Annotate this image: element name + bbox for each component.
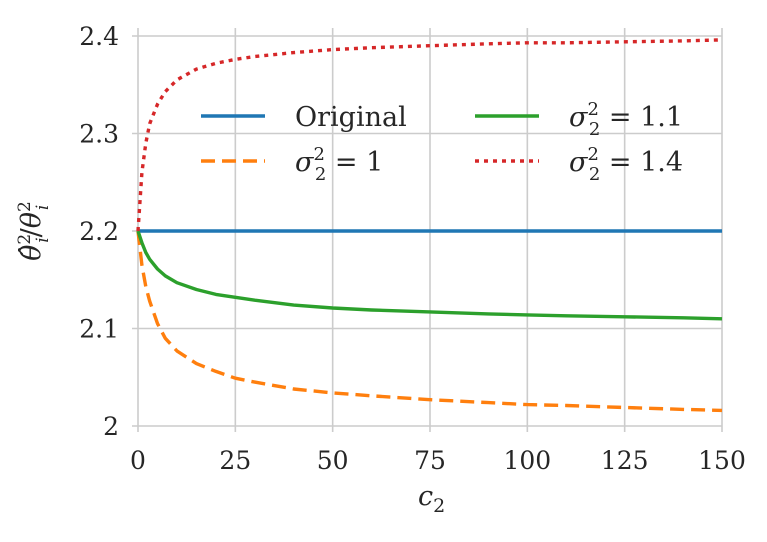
y-tick-label: 2.2: [79, 217, 119, 246]
x-tick-label: 100: [503, 446, 551, 475]
x-tick-label: 25: [219, 446, 251, 475]
x-tick-label: 150: [698, 446, 746, 475]
plot-area: [136, 38, 723, 413]
x-tick-label: 75: [414, 446, 446, 475]
series-line-3: [136, 38, 723, 232]
y-axis-label: θ̂2i/θ2i: [15, 201, 53, 261]
legend-label-3: σ2 2 = 1.4: [569, 144, 683, 185]
legend-label-2: σ2 2 = 1.1: [569, 99, 683, 140]
y-tick-label: 2.1: [79, 315, 119, 344]
x-tick-label: 0: [130, 446, 146, 475]
y-tick-label: 2.4: [79, 22, 119, 51]
series-line-2: [136, 230, 723, 321]
x-axis-label: c2: [418, 481, 445, 517]
x-tick-label: 50: [317, 446, 349, 475]
legend: Original σ2 2 = 1 σ2 2 = 1.1σ2 2 = 1.4: [201, 99, 683, 185]
y-tick-label: 2.3: [79, 120, 119, 149]
series-line-1: [136, 230, 723, 413]
x-tick-label: 125: [601, 446, 649, 475]
legend-label-1: σ2 2 = 1: [295, 144, 383, 185]
y-tick-label: 2: [103, 412, 119, 441]
axis-ticks: 0 25 50 75 100 125 150 2 2.1 2.2 2.3 2.4: [79, 22, 746, 475]
svg-text:θ̂2i/θ2i: θ̂2i/θ2i: [15, 201, 53, 261]
legend-label-0: Original: [295, 102, 407, 133]
